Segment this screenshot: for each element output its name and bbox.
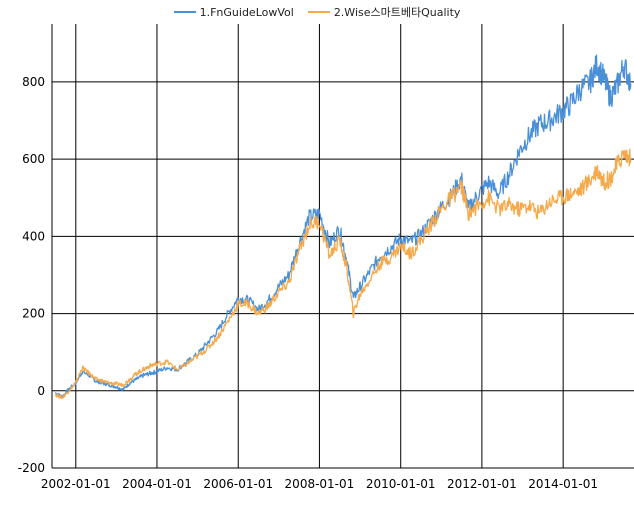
x-tick-label: 2004-01-01 <box>122 477 192 491</box>
legend-swatch-series-2 <box>307 11 330 13</box>
y-tick-label: 0 <box>37 384 45 398</box>
legend-label-series-2: 2.Wise스마트베타Quality <box>333 6 461 19</box>
x-tick-label: 2006-01-01 <box>203 477 273 491</box>
y-tick-label: 800 <box>22 75 45 89</box>
series-line-2 <box>54 148 632 400</box>
y-tick-label: -200 <box>18 461 45 475</box>
y-tick-label: 200 <box>22 307 45 321</box>
legend-item-series-2[interactable]: 2.Wise스마트베타Quality <box>307 4 461 20</box>
legend-item-series-1[interactable]: 1.FnGuideLowVol <box>173 5 294 19</box>
y-tick-label: 400 <box>22 229 45 243</box>
legend: 1.FnGuideLowVol 2.Wise스마트베타Quality <box>0 3 634 21</box>
x-tick-label: 2012-01-01 <box>447 477 517 491</box>
x-tick-label: 2008-01-01 <box>285 477 355 491</box>
legend-swatch-series-1 <box>173 11 196 13</box>
series-line-1 <box>55 54 632 399</box>
x-tick-label: 2002-01-01 <box>41 477 111 491</box>
legend-label-series-1: 1.FnGuideLowVol <box>199 5 294 19</box>
y-tick-label: 600 <box>22 152 45 166</box>
x-tick-label: 2010-01-01 <box>366 477 436 491</box>
x-tick-label: 2014-01-01 <box>528 477 598 491</box>
